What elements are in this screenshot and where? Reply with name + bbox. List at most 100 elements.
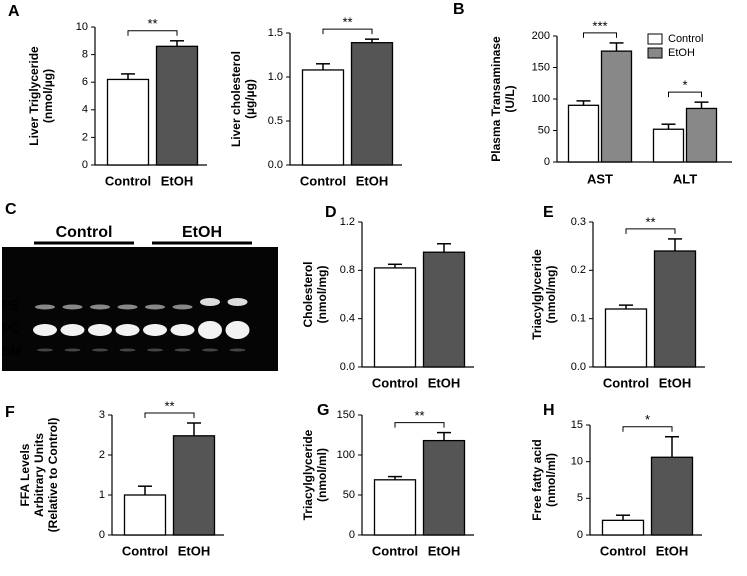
bar bbox=[373, 479, 417, 536]
bar bbox=[301, 69, 345, 166]
band-pc bbox=[60, 324, 85, 336]
y-tick-label: 150 bbox=[337, 409, 355, 421]
band-pc bbox=[115, 324, 140, 336]
x-tick-label: EtOH bbox=[428, 375, 461, 390]
bar bbox=[155, 45, 199, 166]
significance-bracket bbox=[668, 91, 702, 98]
error-bar bbox=[661, 123, 676, 130]
bar bbox=[650, 456, 694, 536]
band-pc bbox=[143, 324, 167, 336]
band-sm bbox=[92, 348, 108, 352]
band-pc bbox=[88, 324, 112, 336]
y-tick-label: 2 bbox=[99, 449, 105, 461]
y-axis-label: Triacylglyceride bbox=[530, 249, 544, 340]
error-bar bbox=[138, 485, 152, 495]
y-axis-label: Triacylglyceride bbox=[301, 429, 315, 520]
panel-letter: H bbox=[543, 402, 555, 419]
legend-swatch bbox=[647, 47, 663, 59]
band-ps bbox=[145, 304, 165, 310]
significance-label: ** bbox=[414, 408, 424, 423]
y-tick-label: 15 bbox=[571, 419, 583, 431]
significance-bracket bbox=[322, 28, 373, 35]
y-tick-label: 1.2 bbox=[340, 216, 355, 228]
bar bbox=[422, 439, 466, 536]
band-ps bbox=[227, 298, 248, 306]
significance-label: ** bbox=[164, 398, 174, 413]
band-pc bbox=[33, 324, 57, 336]
y-tick-label: 150 bbox=[532, 61, 550, 73]
error-bar bbox=[619, 304, 633, 309]
significance-label: * bbox=[682, 78, 687, 93]
significance-bracket bbox=[625, 228, 676, 234]
panel-letter: C bbox=[5, 201, 17, 218]
y-axis-label: (nmol/µg) bbox=[41, 69, 55, 123]
bar bbox=[600, 50, 633, 163]
band-ps bbox=[62, 304, 83, 310]
error-bar bbox=[316, 63, 330, 70]
error-bar bbox=[365, 38, 379, 43]
y-tick-label: 0.4 bbox=[340, 313, 355, 325]
x-tick-label: Control bbox=[372, 375, 418, 390]
panel-letter: D bbox=[325, 204, 337, 221]
error-bar bbox=[694, 101, 709, 109]
error-bar bbox=[121, 73, 135, 80]
y-tick-label: 8 bbox=[82, 49, 88, 61]
panel-letter: B bbox=[453, 1, 465, 18]
panel-letter: G bbox=[317, 402, 329, 419]
legend-label: Control bbox=[668, 33, 703, 45]
y-tick-label: 0 bbox=[99, 529, 105, 541]
x-tick-label: EtOH bbox=[428, 543, 461, 558]
y-tick-label: 1.0 bbox=[268, 71, 283, 83]
error-bar bbox=[609, 42, 624, 52]
bar bbox=[350, 42, 394, 166]
band-label: PS bbox=[2, 297, 20, 312]
y-axis-label: Cholesterol bbox=[301, 261, 315, 327]
y-axis-label: (µg/µg) bbox=[243, 79, 257, 119]
y-axis-label: Liver Triglyceride bbox=[27, 46, 41, 146]
error-bar bbox=[437, 431, 451, 441]
y-tick-label: 0 bbox=[544, 156, 550, 168]
x-tick-label: Control bbox=[300, 173, 346, 188]
bar bbox=[172, 435, 216, 536]
legend-label: EtOH bbox=[668, 47, 695, 59]
band-label: PC bbox=[2, 320, 21, 335]
bar bbox=[373, 267, 417, 368]
y-axis-label: (Relative to Control) bbox=[46, 418, 60, 533]
x-tick-label: AST bbox=[587, 171, 613, 186]
y-tick-label: 0.0 bbox=[571, 361, 586, 373]
band-ps bbox=[117, 304, 138, 310]
bar bbox=[422, 251, 466, 368]
error-bar bbox=[665, 435, 679, 458]
y-axis-label: (U/L) bbox=[503, 85, 517, 112]
y-tick-label: 0 bbox=[577, 529, 583, 541]
bar bbox=[653, 250, 697, 368]
band-sm bbox=[64, 348, 81, 352]
band-sm bbox=[174, 348, 191, 352]
band-ps bbox=[35, 304, 55, 310]
error-bar bbox=[576, 100, 591, 106]
significance-bracket bbox=[583, 32, 617, 38]
legend-swatch bbox=[647, 33, 663, 45]
error-bar bbox=[388, 263, 402, 268]
y-tick-label: 0.0 bbox=[268, 159, 283, 171]
band-ps bbox=[172, 304, 193, 310]
band-sm bbox=[37, 348, 53, 352]
y-axis-label: (nmol/ml) bbox=[315, 448, 329, 502]
significance-bracket bbox=[127, 30, 178, 36]
bar bbox=[601, 519, 645, 536]
x-tick-label: EtOH bbox=[161, 173, 194, 188]
y-tick-label: 0.1 bbox=[571, 313, 586, 325]
bar bbox=[652, 128, 685, 163]
y-tick-label: 3 bbox=[99, 409, 105, 421]
y-tick-label: 5 bbox=[577, 492, 583, 504]
x-tick-label: Control bbox=[105, 173, 151, 188]
panel-letter: E bbox=[543, 204, 554, 221]
significance-bracket bbox=[394, 422, 445, 428]
band-ps bbox=[200, 298, 220, 306]
y-axis-label: FFA Levels bbox=[18, 443, 32, 506]
significance-label: ** bbox=[342, 15, 352, 30]
x-tick-label: Control bbox=[603, 375, 649, 390]
y-tick-label: 0.2 bbox=[571, 264, 586, 276]
error-bar bbox=[187, 422, 201, 436]
error-bar bbox=[437, 243, 451, 253]
